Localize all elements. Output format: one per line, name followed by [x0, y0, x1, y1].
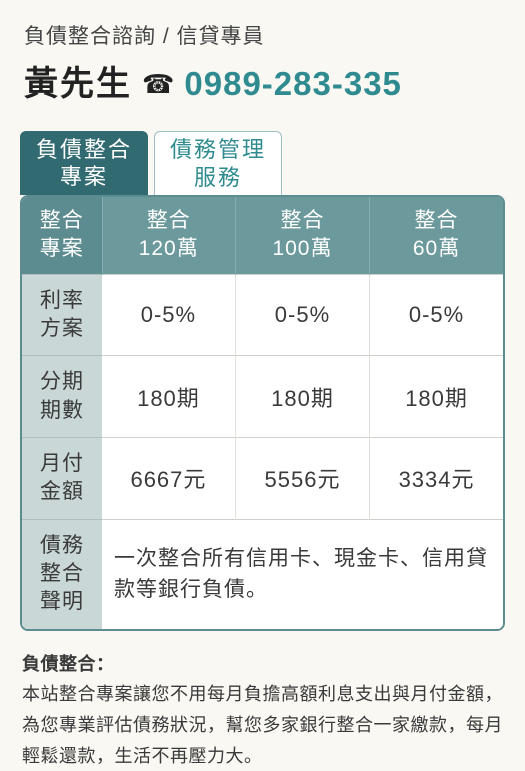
footer-body: 本站整合專案讓您不用每月負擔高額利息支出與月付金額，為您專業評估債務狀況，幫您多… — [22, 684, 503, 765]
header-main: 黃先生 ☎ 0989-283-335 — [24, 56, 501, 105]
cell: 0-5% — [102, 274, 235, 356]
statement-text: 一次整合所有信用卡、現金卡、信用貸款等銀行負債。 — [102, 519, 503, 629]
cell: 180期 — [235, 356, 369, 438]
col-l1: 整合 — [280, 209, 324, 232]
row-monthly: 月付 金額 6667元 5556元 3334元 — [22, 438, 503, 520]
tab-debt-management[interactable]: 債務管理 服務 — [154, 131, 282, 195]
tab-line1: 債務管理 — [170, 137, 266, 162]
rl2: 金額 — [40, 480, 84, 503]
statement-label: 債務 整合 聲明 — [22, 519, 102, 629]
footer-text: 負債整合： 本站整合專案讓您不用每月負擔高額利息支出與月付金額，為您專業評估債務… — [0, 631, 525, 771]
footer-title: 負債整合： — [22, 654, 115, 674]
row-rate: 利率 方案 0-5% 0-5% 0-5% — [22, 274, 503, 356]
rl1: 月付 — [40, 452, 84, 475]
cell: 5556元 — [235, 438, 369, 520]
cell: 0-5% — [235, 274, 369, 356]
row-periods: 分期 期數 180期 180期 180期 — [22, 356, 503, 438]
rl1: 利率 — [40, 289, 84, 312]
tabs: 負債整合 專案 債務管理 服務 — [0, 131, 525, 195]
row-label: 月付 金額 — [22, 438, 102, 520]
header-block: 負債整合諮詢 / 信貸專員 黃先生 ☎ 0989-283-335 — [0, 0, 525, 123]
tab-line2: 服務 — [194, 165, 242, 190]
tab-line1: 負債整合 — [36, 137, 132, 162]
plan-table-container: 整合 專案 整合 120萬 整合 100萬 整合 60萬 — [20, 195, 505, 631]
col-l1: 整合 — [147, 209, 191, 232]
phone-icon: ☎ — [142, 69, 174, 100]
col-60: 整合 60萬 — [370, 197, 503, 274]
tab-label: 債務管理 服務 — [170, 136, 266, 191]
table-header-row: 整合 專案 整合 120萬 整合 100萬 整合 60萬 — [22, 197, 503, 274]
cell: 180期 — [102, 356, 235, 438]
sl2: 整合 — [40, 562, 84, 585]
rl2: 方案 — [40, 317, 84, 340]
row-label: 利率 方案 — [22, 274, 102, 356]
contact-name: 黃先生 — [24, 56, 132, 105]
cell: 0-5% — [370, 274, 503, 356]
tab-label: 負債整合 專案 — [36, 136, 132, 191]
rl1: 分期 — [40, 370, 84, 393]
corner-l1: 整合 — [40, 209, 84, 232]
tab-line2: 專案 — [60, 164, 108, 189]
cell: 3334元 — [370, 438, 503, 520]
contact-phone[interactable]: 0989-283-335 — [184, 65, 402, 103]
tab-debt-consolidation[interactable]: 負債整合 專案 — [20, 131, 148, 195]
corner-l2: 專案 — [40, 237, 84, 260]
sl1: 債務 — [40, 534, 84, 557]
table-corner: 整合 專案 — [22, 197, 102, 274]
col-l2: 100萬 — [272, 237, 332, 260]
rl2: 期數 — [40, 399, 84, 422]
col-120: 整合 120萬 — [102, 197, 235, 274]
plan-table: 整合 專案 整合 120萬 整合 100萬 整合 60萬 — [22, 197, 503, 629]
col-l1: 整合 — [415, 209, 459, 232]
col-l2: 120萬 — [139, 237, 199, 260]
row-statement: 債務 整合 聲明 一次整合所有信用卡、現金卡、信用貸款等銀行負債。 — [22, 519, 503, 629]
col-100: 整合 100萬 — [235, 197, 369, 274]
sl3: 聲明 — [40, 590, 84, 613]
header-subtitle: 負債整合諮詢 / 信貸專員 — [24, 20, 501, 50]
cell: 180期 — [370, 356, 503, 438]
col-l2: 60萬 — [413, 237, 460, 260]
cell: 6667元 — [102, 438, 235, 520]
row-label: 分期 期數 — [22, 356, 102, 438]
